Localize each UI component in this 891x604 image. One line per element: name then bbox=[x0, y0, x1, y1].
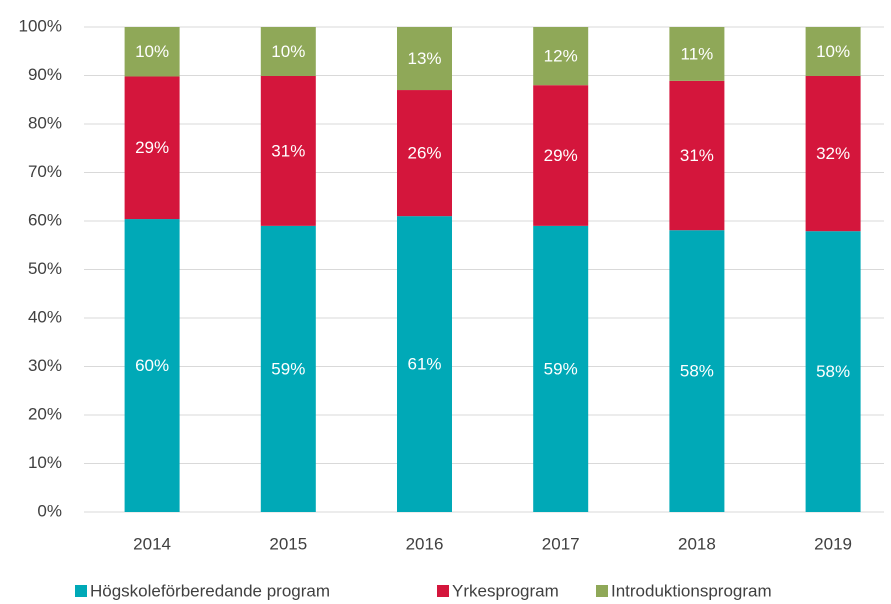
y-tick-label: 100% bbox=[19, 16, 62, 35]
data-label: 10% bbox=[816, 42, 850, 61]
bar-segment bbox=[533, 27, 589, 86]
bar-segment bbox=[805, 75, 861, 232]
data-label: 10% bbox=[271, 42, 305, 61]
legend-swatch bbox=[437, 585, 449, 597]
data-label: 11% bbox=[681, 44, 714, 63]
data-label: 26% bbox=[407, 144, 441, 163]
bar-segment bbox=[805, 231, 861, 512]
bar-segment bbox=[669, 230, 725, 512]
x-tick-label: 2016 bbox=[406, 534, 444, 553]
legend-label: Högskoleförberedande program bbox=[90, 581, 330, 600]
data-label: 59% bbox=[544, 359, 578, 378]
bar-segment bbox=[805, 27, 861, 76]
bar-segment bbox=[124, 76, 180, 220]
data-label: 13% bbox=[407, 49, 441, 68]
y-tick-label: 40% bbox=[28, 307, 62, 326]
legend-label: Introduktionsprogram bbox=[611, 581, 772, 600]
y-tick-label: 60% bbox=[28, 210, 62, 229]
bar-segment bbox=[260, 75, 316, 226]
bar-segment bbox=[124, 219, 180, 512]
bar-segment bbox=[124, 27, 180, 77]
data-label: 59% bbox=[271, 359, 305, 378]
x-tick-label: 2015 bbox=[269, 534, 307, 553]
y-tick-label: 70% bbox=[28, 162, 62, 181]
bar-segment bbox=[260, 225, 316, 512]
legend-swatch bbox=[596, 585, 608, 597]
data-label: 58% bbox=[816, 362, 850, 381]
x-tick-label: 2017 bbox=[542, 534, 580, 553]
y-tick-label: 50% bbox=[28, 259, 62, 278]
data-label: 12% bbox=[544, 47, 578, 66]
legend-swatch bbox=[75, 585, 87, 597]
data-label: 31% bbox=[680, 146, 714, 165]
data-label: 29% bbox=[544, 146, 578, 165]
y-tick-label: 80% bbox=[28, 113, 62, 132]
y-tick-label: 30% bbox=[28, 356, 62, 375]
bar-segment bbox=[669, 27, 725, 81]
data-label: 61% bbox=[407, 355, 441, 374]
data-label: 60% bbox=[135, 356, 169, 375]
data-label: 58% bbox=[680, 362, 714, 381]
x-tick-label: 2018 bbox=[678, 534, 716, 553]
bar-segment bbox=[397, 90, 452, 217]
y-tick-label: 20% bbox=[28, 404, 62, 423]
data-label: 31% bbox=[271, 141, 305, 160]
data-label: 32% bbox=[816, 144, 850, 163]
y-tick-label: 0% bbox=[37, 501, 62, 520]
bar-segment bbox=[669, 80, 725, 231]
x-tick-label: 2014 bbox=[133, 534, 171, 553]
data-label: 10% bbox=[135, 42, 169, 61]
bar-segment bbox=[260, 27, 316, 76]
y-tick-label: 10% bbox=[28, 453, 62, 472]
legend-label: Yrkesprogram bbox=[452, 581, 559, 600]
bar-segment bbox=[533, 85, 589, 226]
bar-segment bbox=[397, 216, 452, 512]
x-tick-label: 2019 bbox=[814, 534, 852, 553]
y-tick-label: 90% bbox=[28, 65, 62, 84]
bar-segment bbox=[397, 27, 452, 91]
bar-segment bbox=[533, 225, 589, 512]
data-label: 29% bbox=[135, 138, 169, 157]
